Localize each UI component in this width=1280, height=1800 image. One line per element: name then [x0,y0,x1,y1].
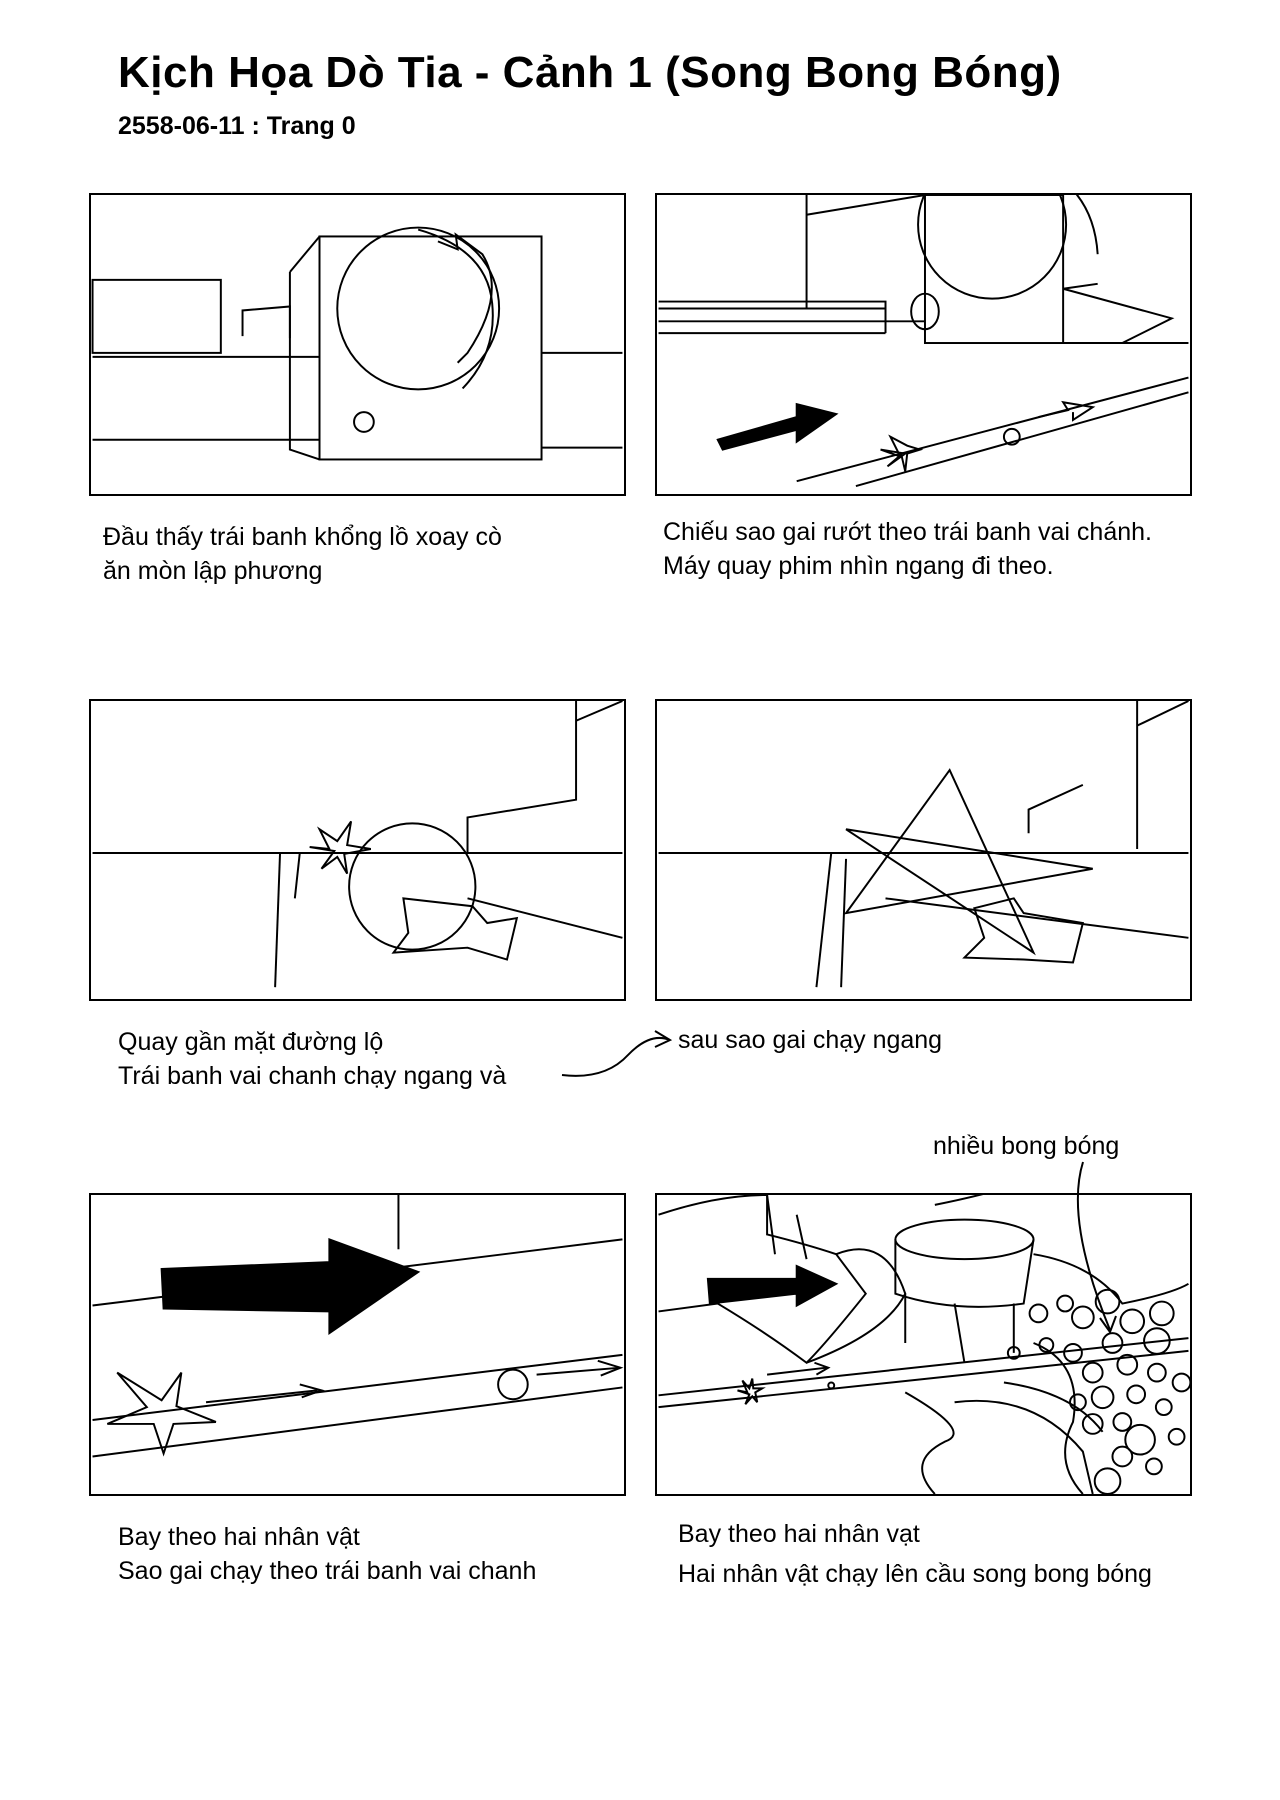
caption-line: Trái banh vai chanh chạy ngang và [118,1062,507,1090]
storyboard-panel-1 [89,193,626,496]
panel-6-sketch [658,1195,1190,1494]
caption-line: Sao gai chạy theo trái banh vai chanh [118,1557,537,1585]
caption-line: Quay gần mặt đường lộ [118,1028,384,1056]
panel-3-sketch [92,701,623,988]
panel-6-caption: Bay theo hai nhân vạt Hai nhân vật chạy … [678,1517,1152,1591]
caption-line: Máy quay phim nhìn ngang đi theo. [663,552,1054,580]
bubbles-note: nhiều bong bóng [933,1132,1120,1160]
panel-5-caption: Bay theo hai nhân vật Sao gai chạy theo … [118,1520,536,1588]
panel-1-caption: Đầu thấy trái banh khổng lồ xoay cò ăn m… [103,520,502,588]
storyboard-panel-4 [655,699,1192,1001]
panel-2-sketch [658,195,1189,488]
panel-4-caption: sau sao gai chạy ngang [678,1023,942,1057]
panel-1-sketch [91,226,623,461]
caption-connector-arrow [561,1036,671,1077]
panel-5-sketch [92,1195,624,1458]
caption-line: Hai nhân vật chạy lên cầu song bong bóng [678,1560,1152,1588]
storyboard-panel-2 [655,193,1192,496]
caption-line: ăn mòn lập phương [103,557,323,585]
caption-line: Bay theo hai nhân vật [118,1523,360,1551]
caption-line: Đầu thấy trái banh khổng lồ xoay cò [103,523,502,551]
storyboard-panel-6 [655,1193,1192,1496]
panel-2-caption: Chiếu sao gai rướt theo trái banh vai ch… [663,515,1152,583]
panel-3-caption: Quay gần mặt đường lộ Trái banh vai chan… [118,1025,506,1093]
storyboard-panel-5 [89,1193,626,1496]
panel-4-sketch [658,701,1189,988]
caption-line: Chiếu sao gai rướt theo trái banh vai ch… [663,518,1152,546]
page-title: Kịch Họa Dò Tia - Cảnh 1 (Song Bong Bóng… [118,48,1062,97]
caption-connector-arrowhead [654,1030,673,1048]
caption-line: sau sao gai chạy ngang [678,1026,943,1054]
caption-line: Bay theo hai nhân vạt [678,1520,920,1548]
storyboard-panel-3 [89,699,626,1001]
page-subtitle: 2558-06-11 : Trang 0 [118,112,356,140]
